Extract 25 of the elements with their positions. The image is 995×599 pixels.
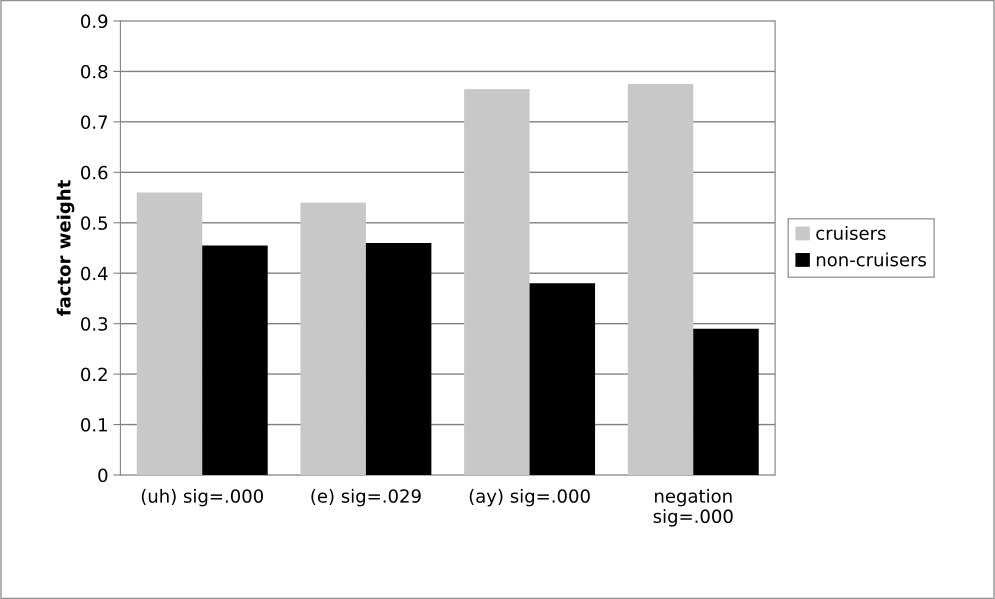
bar — [202, 245, 268, 476]
x-tick-label: (e) sig=.029 — [311, 488, 421, 506]
y-tick-label: 0.5 — [81, 216, 108, 230]
x-tick-label: negation sig=.000 — [654, 488, 733, 527]
y-tick-label: 0.9 — [81, 14, 108, 28]
y-axis-title: factor weight — [56, 180, 74, 316]
bar — [464, 89, 530, 476]
y-tick-label: 0.8 — [81, 64, 108, 79]
bar — [300, 202, 366, 476]
bar — [530, 283, 596, 476]
y-tick-label: 0 — [98, 468, 108, 482]
y-tick-label: 0.7 — [81, 115, 108, 129]
x-tick-label: (ay) sig=.000 — [470, 488, 590, 506]
y-tick-label: 0.4 — [81, 266, 108, 280]
legend-label: non-cruisers — [816, 252, 926, 266]
bar — [136, 192, 202, 476]
bar — [366, 242, 432, 476]
bar — [628, 84, 694, 476]
x-tick-label: (uh) sig=.000 — [142, 488, 263, 506]
y-tick-label: 0.2 — [81, 368, 107, 382]
bar — [693, 328, 759, 476]
legend-label: cruisers — [816, 226, 886, 240]
y-tick-label: 0.6 — [81, 166, 108, 180]
y-tick-label: 0.3 — [81, 317, 108, 331]
y-tick-label: 0.1 — [81, 418, 107, 432]
